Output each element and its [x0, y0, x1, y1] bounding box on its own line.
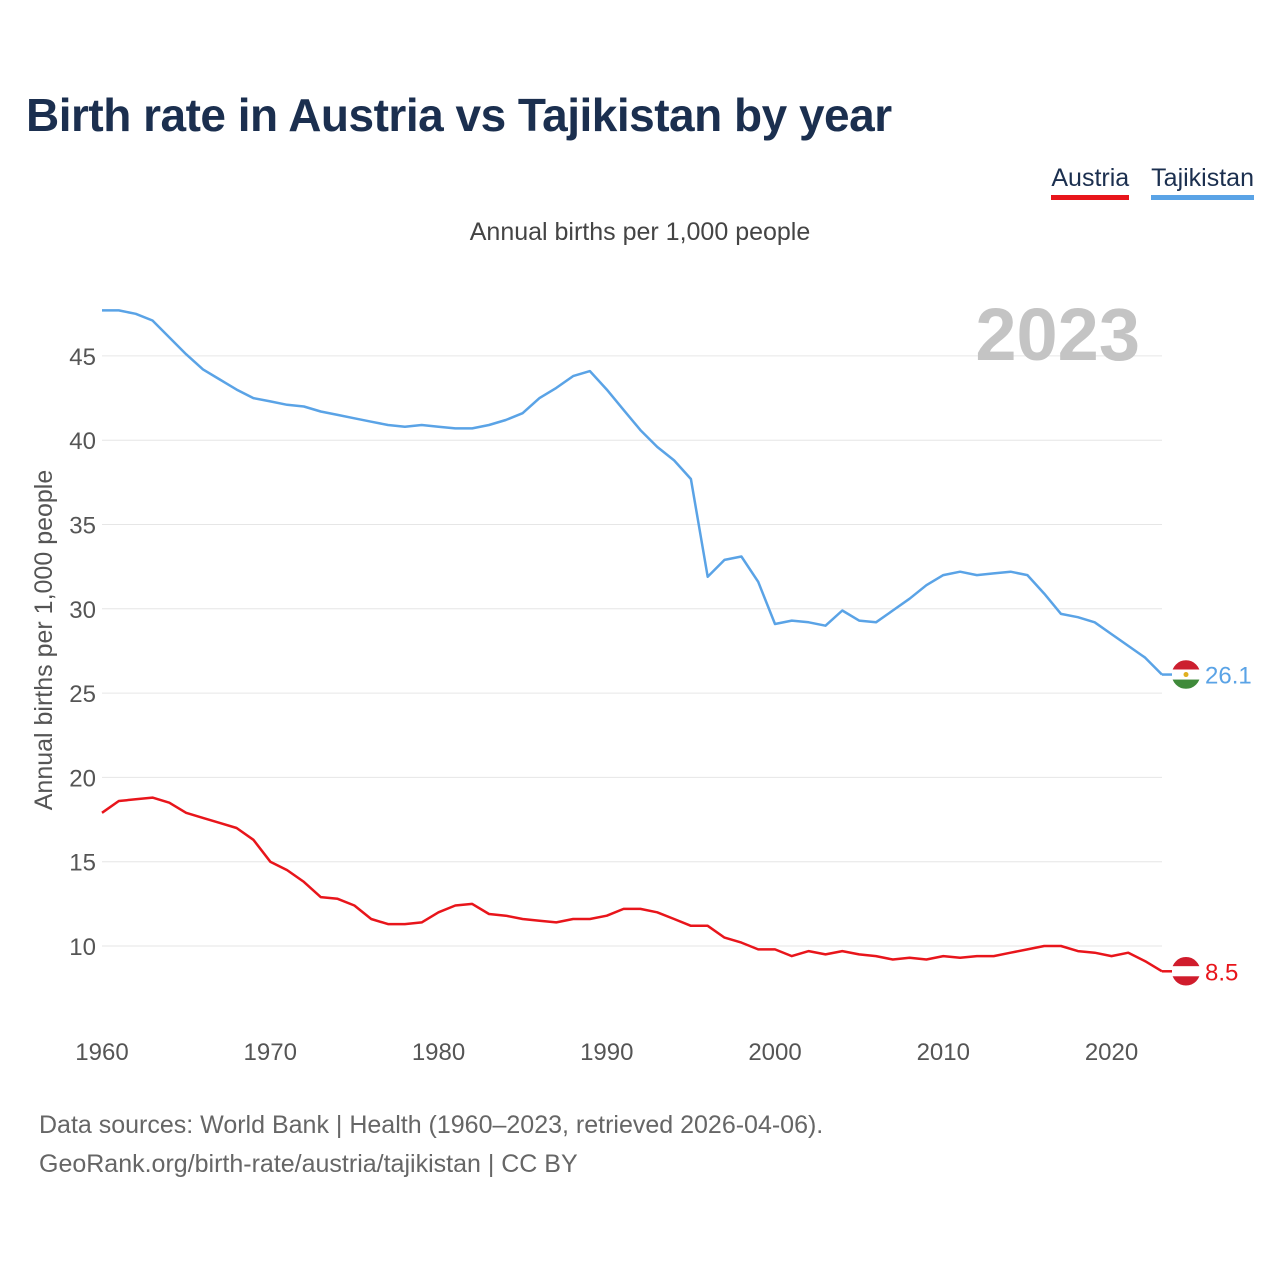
x-tick-label: 2020 — [1085, 1039, 1138, 1066]
tajikistan-flag-icon — [1170, 658, 1202, 691]
y-axis-ticks: 10 15 20 25 30 35 40 45 — [69, 344, 96, 961]
source-note: Data sources: World Bank | Health (1960–… — [39, 1106, 823, 1184]
y-tick-label: 35 — [69, 513, 96, 540]
source-line-1: Data sources: World Bank | Health (1960–… — [39, 1111, 824, 1139]
x-tick-label: 2000 — [748, 1039, 801, 1066]
x-tick-label: 2010 — [917, 1039, 970, 1066]
end-markers: 8.5 26.1 — [1162, 658, 1252, 988]
y-tick-label: 25 — [69, 681, 96, 708]
grid-lines — [102, 355, 1162, 947]
x-axis-ticks: 1960 1970 1980 1990 2000 2010 2020 — [75, 1039, 1138, 1066]
y-tick-label: 15 — [69, 850, 96, 877]
chart-title: Birth rate in Austria vs Tajikistan by y… — [26, 89, 892, 141]
series-line-tajikistan[interactable] — [102, 309, 1163, 676]
x-tick-label: 1960 — [75, 1039, 128, 1066]
legend-item-austria[interactable]: Austria — [1051, 166, 1130, 200]
end-value-label: 26.1 — [1205, 663, 1252, 690]
y-tick-label: 30 — [69, 597, 96, 624]
source-line-2[interactable]: GeoRank.org/birth-rate/austria/tajikista… — [39, 1150, 578, 1178]
x-tick-label: 1970 — [244, 1039, 297, 1066]
x-tick-label: 1990 — [580, 1039, 633, 1066]
end-value-label: 8.5 — [1205, 959, 1238, 986]
series-line-austria[interactable] — [101, 796, 1163, 973]
y-tick-label: 10 — [69, 934, 96, 961]
y-tick-label: 45 — [69, 344, 96, 371]
chart-subtitle: Annual births per 1,000 people — [469, 218, 811, 246]
y-axis-label: Annual births per 1,000 people — [30, 470, 58, 811]
legend-item-tajikistan[interactable]: Tajikistan — [1151, 166, 1254, 200]
legend: Austria Tajikistan — [1051, 166, 1254, 200]
y-tick-label: 20 — [69, 765, 96, 792]
x-tick-label: 1980 — [412, 1039, 465, 1066]
series-group — [101, 309, 1163, 973]
year-label: 2023 — [975, 293, 1140, 376]
austria-flag-icon — [1170, 955, 1202, 988]
y-tick-label: 40 — [69, 428, 96, 455]
